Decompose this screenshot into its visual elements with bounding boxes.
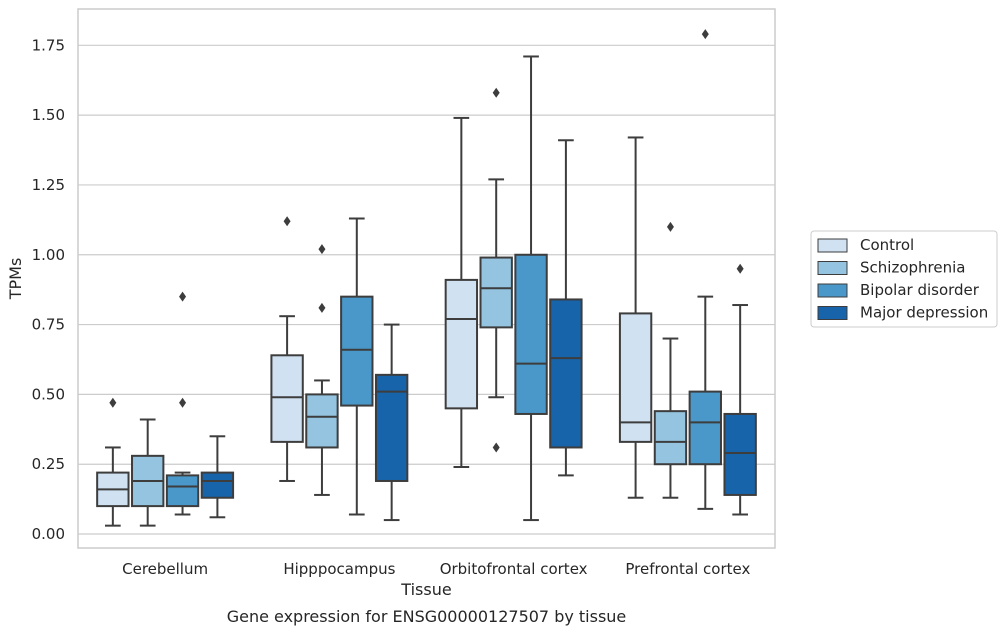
y-tick-label: 1.75 — [32, 36, 65, 54]
y-tick-label: 0.50 — [32, 385, 65, 403]
legend-label: Schizophrenia — [860, 259, 965, 277]
y-tick-label: 0.25 — [32, 455, 65, 473]
legend-label: Control — [860, 236, 914, 254]
outlier-point — [179, 291, 187, 302]
y-tick-labels: 0.00 0.25 0.50 0.75 1.00 1.25 1.50 1.75 — [32, 36, 65, 543]
outlier-point — [666, 221, 674, 232]
outlier-point — [109, 397, 117, 408]
box-bipolar-disorder — [340, 217, 374, 516]
box-major-depression — [374, 323, 409, 522]
outlier-point — [736, 263, 744, 274]
outlier-point — [492, 442, 500, 453]
iqr-box — [653, 410, 688, 466]
box-major-depression — [723, 263, 757, 516]
iqr-box — [305, 393, 339, 449]
legend-swatch — [817, 283, 848, 298]
x-tick-labels: Cerebellum Hipppocampus Orbitofrontal cort… — [122, 560, 750, 578]
y-tick-label: 0.75 — [32, 316, 65, 334]
x-tick-label: Orbitofrontal cortex — [440, 560, 588, 578]
box-schizophrenia — [131, 418, 165, 527]
box-schizophrenia — [479, 87, 513, 453]
box-schizophrenia — [305, 244, 339, 496]
y-tick-label: 1.25 — [32, 176, 65, 194]
box-control — [618, 136, 653, 499]
outlier-point — [179, 397, 187, 408]
iqr-box — [270, 354, 304, 443]
boxes — [96, 29, 757, 527]
iqr-box — [618, 312, 653, 443]
box-control — [270, 216, 304, 482]
box-control — [96, 397, 130, 527]
outlier-point — [318, 244, 326, 255]
outlier-point — [701, 29, 709, 40]
outlier-point — [283, 216, 291, 227]
iqr-box — [444, 278, 479, 410]
y-tick-label: 1.50 — [32, 106, 65, 124]
legend-label: Bipolar disorder — [860, 281, 980, 299]
box-bipolar-disorder — [165, 291, 200, 516]
box-control — [444, 116, 479, 469]
iqr-box — [688, 390, 722, 466]
x-axis-label: Tissue — [400, 580, 451, 599]
iqr-box — [200, 471, 235, 499]
y-tick-label: 1.00 — [32, 246, 65, 264]
gridlines — [78, 44, 775, 535]
outlier-point — [318, 302, 326, 313]
x-tick-label: Cerebellum — [122, 560, 208, 578]
box-schizophrenia — [653, 221, 688, 499]
legend: Control Schizophrenia Bipolar disorder Majo… — [810, 230, 998, 328]
iqr-box — [340, 295, 374, 407]
y-axis-label: TPMs — [6, 258, 25, 301]
legend-swatch — [817, 238, 848, 253]
legend-swatch — [817, 306, 848, 320]
chart-caption: Gene expression for ENSG00000127507 by t… — [227, 607, 627, 626]
x-tick-label: Prefrontal cortex — [625, 560, 750, 578]
box-bipolar-disorder — [688, 29, 722, 510]
iqr-box — [723, 412, 757, 496]
box-bipolar-disorder — [514, 55, 548, 522]
iqr-box — [514, 253, 548, 415]
box-major-depression — [549, 139, 583, 477]
box-major-depression — [200, 435, 235, 519]
iqr-box — [165, 474, 200, 508]
x-tick-label: Hipppocampus — [283, 560, 395, 578]
iqr-box — [479, 256, 513, 329]
outlier-point — [492, 87, 500, 98]
legend-swatch — [817, 261, 848, 275]
plot-frame — [77, 8, 776, 549]
legend-frame — [810, 230, 998, 328]
y-tick-label: 0.00 — [32, 525, 65, 543]
iqr-box — [549, 298, 583, 449]
legend-label: Major depression — [860, 304, 988, 322]
